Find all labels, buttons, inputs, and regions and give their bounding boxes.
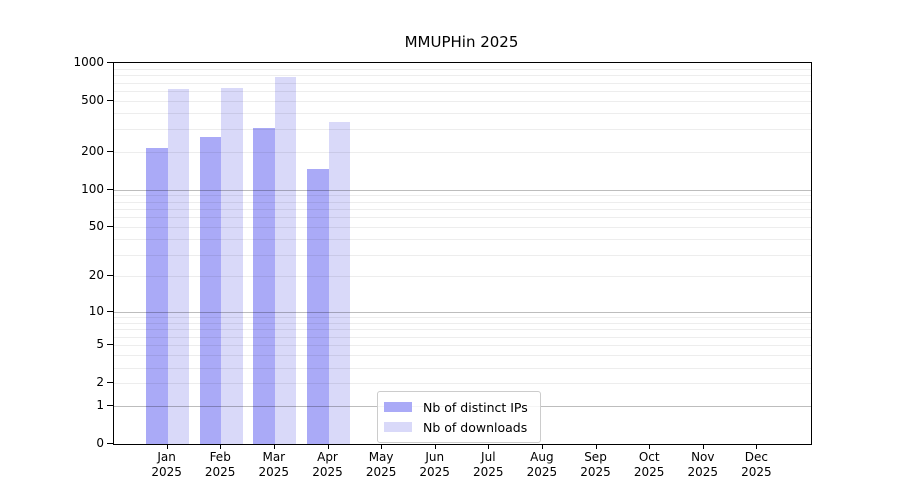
legend-item-downloads: Nb of downloads — [384, 417, 528, 437]
x-tick-mark — [702, 444, 704, 449]
x-tick-label-oct: Oct 2025 — [633, 450, 665, 479]
x-tick-mark — [488, 444, 490, 449]
bar-downloads-mar — [274, 76, 297, 444]
x-tick-label-feb: Feb 2025 — [204, 450, 236, 479]
x-tick-label-jan: Jan 2025 — [151, 450, 182, 479]
x-tick-mark — [381, 444, 383, 449]
gridline-minor — [114, 345, 811, 347]
x-tick-mark — [220, 444, 222, 449]
gridline-minor — [114, 217, 811, 219]
y-tick-label-0: 0 — [96, 436, 104, 450]
y-tick-mark — [107, 443, 113, 444]
gridline-minor — [114, 91, 811, 93]
gridline-minor — [114, 227, 811, 229]
x-tick-mark — [434, 444, 436, 449]
legend-item-distinct-ips: Nb of distinct IPs — [384, 397, 528, 417]
y-tick-mark — [107, 344, 113, 346]
y-tick-label-5: 5 — [96, 337, 104, 352]
bar-distinct-ips-feb — [199, 137, 222, 444]
y-tick-mark — [107, 404, 113, 406]
y-tick-mark — [107, 100, 113, 102]
gridline-minor — [114, 101, 811, 103]
y-tick-label-2: 2 — [96, 375, 104, 390]
legend-swatch-distinct-ips — [384, 402, 412, 412]
gridline-minor — [114, 129, 811, 131]
gridline-major — [114, 189, 811, 191]
gridline-minor — [114, 68, 811, 70]
gridline-minor — [114, 329, 811, 331]
y-tick-mark — [107, 275, 113, 277]
x-tick-mark — [595, 444, 597, 449]
y-tick-mark — [107, 62, 113, 63]
x-tick-label-jun: Jun 2025 — [419, 450, 450, 479]
gridline-minor — [114, 75, 811, 77]
legend-label-downloads: Nb of downloads — [423, 419, 528, 435]
y-tick-label-100: 100 — [81, 181, 104, 196]
bar-distinct-ips-jan — [146, 147, 168, 444]
y-tick-label-20: 20 — [88, 268, 104, 283]
bar-downloads-jan — [167, 88, 190, 444]
x-tick-label-dec: Dec 2025 — [741, 450, 772, 479]
x-tick-label-aug: Aug 2025 — [526, 450, 558, 479]
x-tick-mark — [273, 444, 275, 449]
y-tick-label-10: 10 — [88, 303, 104, 318]
gridline-minor — [114, 113, 811, 115]
gridline-minor — [114, 239, 811, 241]
x-tick-mark — [327, 444, 329, 449]
x-tick-mark — [166, 444, 168, 449]
gridline-minor — [114, 355, 811, 357]
gridline-minor — [114, 367, 811, 369]
y-tick-label-200: 200 — [81, 143, 104, 158]
legend: Nb of distinct IPs Nb of downloads — [377, 391, 541, 443]
bar-distinct-ips-apr — [307, 169, 329, 444]
x-tick-label-jul: Jul 2025 — [473, 450, 504, 479]
y-tick-mark — [107, 150, 113, 152]
gridline-minor — [114, 322, 811, 324]
x-tick-label-mar: Mar 2025 — [258, 450, 290, 479]
x-tick-mark — [541, 444, 543, 449]
x-tick-mark — [649, 444, 651, 449]
gridline-minor — [114, 201, 811, 203]
gridline-minor — [114, 82, 811, 84]
x-tick-label-may: May 2025 — [365, 450, 397, 479]
gridline-major — [114, 311, 811, 313]
gridline-minor — [114, 336, 811, 338]
plot-area — [113, 62, 812, 445]
y-tick-label-1: 1 — [96, 397, 104, 412]
legend-label-distinct-ips: Nb of distinct IPs — [423, 399, 528, 415]
y-tick-label-50: 50 — [88, 219, 104, 234]
gridline-minor — [114, 383, 811, 385]
gridline-minor — [114, 254, 811, 256]
bar-downloads-apr — [328, 121, 350, 444]
x-tick-label-sep: Sep 2025 — [580, 450, 611, 479]
y-tick-label-500: 500 — [81, 93, 104, 108]
y-tick-mark — [107, 226, 113, 228]
gridline-minor — [114, 317, 811, 318]
y-tick-label-1000: 1000 — [73, 55, 104, 69]
x-tick-mark — [756, 444, 758, 449]
y-tick-mark — [107, 310, 113, 312]
bar-downloads-feb — [221, 87, 243, 444]
gridline-minor — [114, 276, 811, 278]
x-tick-label-nov: Nov 2025 — [687, 450, 719, 479]
bar-distinct-ips-mar — [253, 127, 275, 444]
y-tick-mark — [107, 188, 113, 190]
gridline-minor — [114, 208, 811, 210]
y-tick-mark — [107, 382, 113, 384]
gridline-minor — [114, 195, 811, 197]
legend-swatch-downloads — [384, 422, 412, 432]
chart-title: MMUPHin 2025 — [404, 33, 519, 51]
x-tick-label-apr: Apr 2025 — [312, 450, 343, 479]
gridline-minor — [114, 151, 811, 153]
